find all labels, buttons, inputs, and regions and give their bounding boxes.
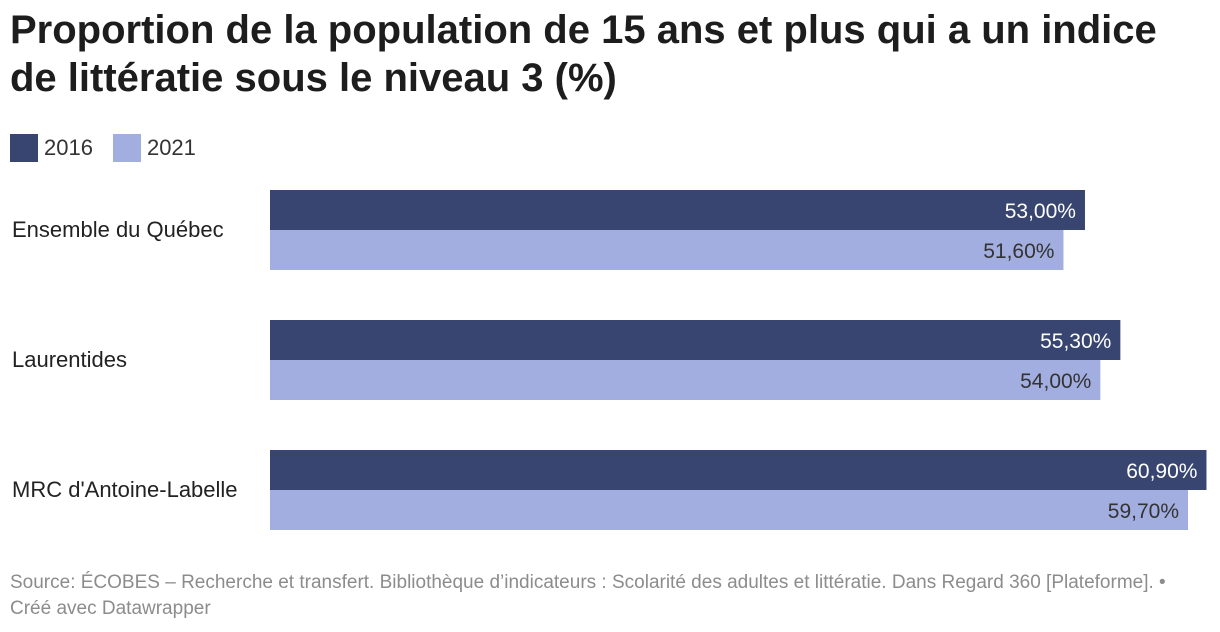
legend-swatch-2016 [10,134,38,162]
legend-swatch-2021 [112,134,141,162]
bar-ensemble-du-quebec-2021 [270,230,1064,270]
category-label-ensemble-du-quebec: Ensemble du Québec [12,217,224,242]
bar-ensemble-du-quebec-2016 [270,190,1085,230]
legend-label-2021: 2021 [146,135,196,160]
data-label-ensemble-du-quebec-2021: 51,60% [983,240,1054,263]
bar-chart: Ensemble du Québec 53,00% 51,60% Laurentide… [12,190,1207,530]
bar-mrc-d-antoine-labelle-2021 [270,490,1189,530]
data-label-ensemble-du-quebec-2016: 53,00% [1005,200,1076,223]
category-label-mrc-d-antoine-labelle: MRC d'Antoine-Labelle [12,477,238,502]
bar-laurentides-2021 [270,360,1101,400]
legend-item-2016: 2016 [10,134,93,162]
legend-item-2021: 2021 [112,134,196,162]
legend: 2016 2021 [10,134,216,162]
source-note: Source: ÉCOBES – Recherche et transfert.… [10,572,1166,619]
chart-title: Proportion de la population de 15 ans et… [10,8,1157,100]
data-label-laurentides-2021: 54,00% [1020,370,1091,393]
data-label-mrc-d-antoine-labelle-2016: 60,90% [1126,460,1197,483]
bar-laurentides-2016 [270,320,1121,360]
data-label-laurentides-2016: 55,30% [1040,330,1111,353]
category-label-laurentides: Laurentides [12,347,127,372]
bar-mrc-d-antoine-labelle-2016 [270,450,1207,490]
data-label-mrc-d-antoine-labelle-2021: 59,70% [1108,500,1179,523]
legend-label-2016: 2016 [44,135,93,160]
